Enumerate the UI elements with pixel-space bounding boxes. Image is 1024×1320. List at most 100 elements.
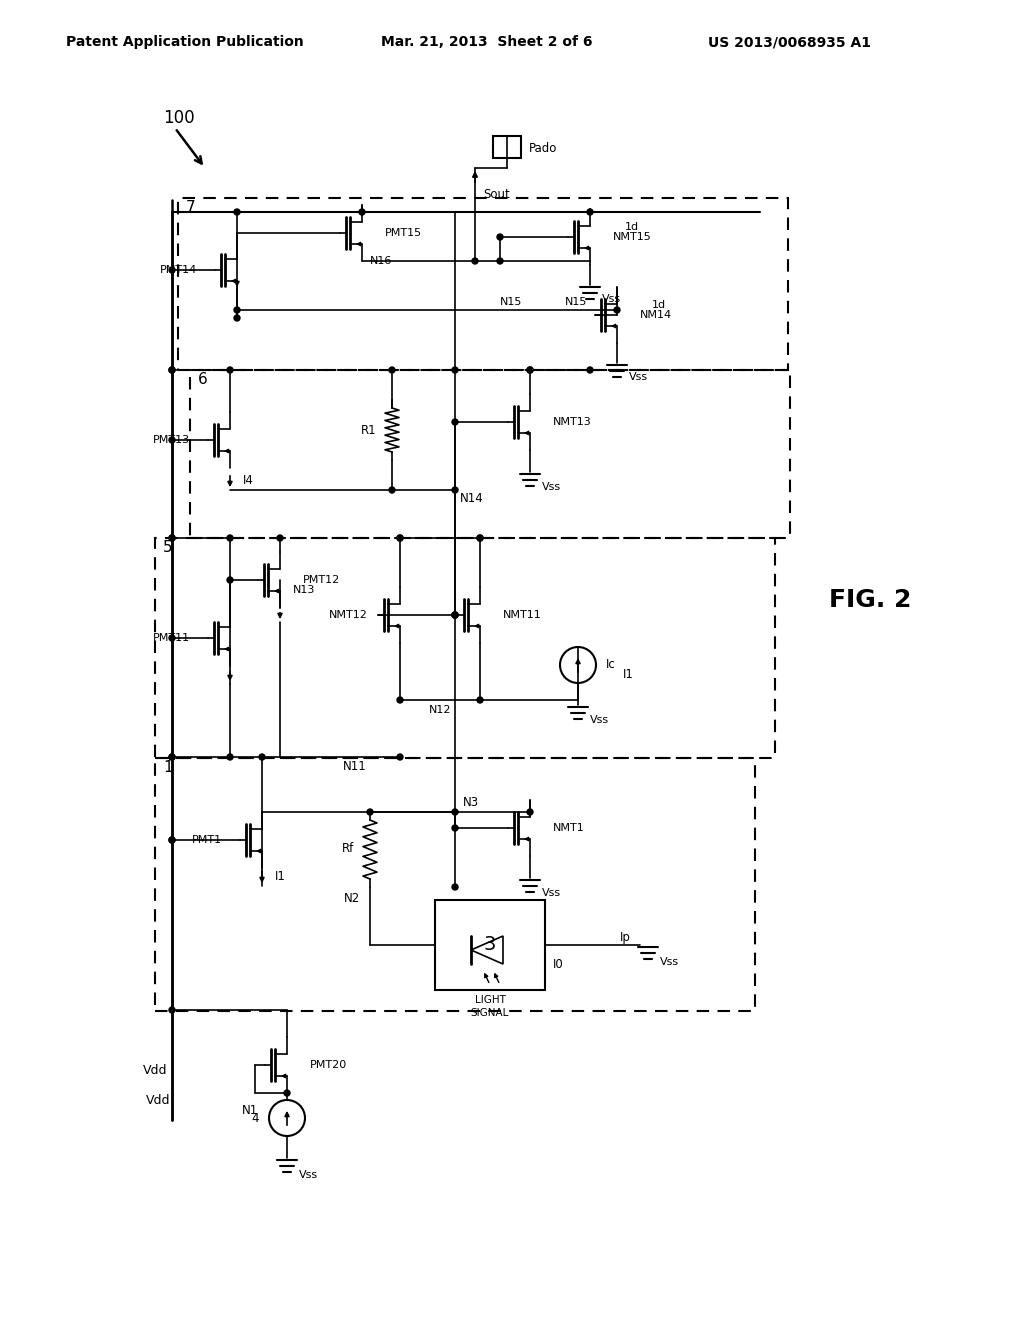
Text: R1: R1 [360,424,376,437]
Text: I1: I1 [275,870,286,883]
Text: PMT15: PMT15 [385,228,422,238]
Text: N16: N16 [370,256,392,267]
Text: 6: 6 [198,372,208,388]
Text: Vss: Vss [299,1170,318,1180]
Text: I0: I0 [553,958,564,972]
Circle shape [397,535,403,541]
Text: 1: 1 [163,760,173,776]
Text: Vss: Vss [660,957,679,968]
Text: 100: 100 [163,110,195,127]
Text: NMT11: NMT11 [503,610,542,620]
Circle shape [169,535,175,541]
Text: I1: I1 [623,668,634,681]
Circle shape [234,308,240,313]
Circle shape [169,1007,175,1012]
Text: 4: 4 [252,1111,259,1125]
Circle shape [452,612,458,618]
Circle shape [497,257,503,264]
Circle shape [397,535,403,541]
Circle shape [497,234,503,240]
Text: N1: N1 [242,1104,258,1117]
Circle shape [587,367,593,374]
Circle shape [227,577,233,583]
Circle shape [614,308,620,313]
Bar [155,539,775,758]
Text: N2: N2 [344,892,360,906]
Circle shape [477,697,483,704]
Circle shape [367,809,373,814]
Text: Vss: Vss [542,888,561,898]
Circle shape [227,367,233,374]
Text: Vss: Vss [590,715,609,725]
Text: 1d: 1d [625,222,639,232]
Circle shape [527,367,534,374]
Text: NMT1: NMT1 [553,822,585,833]
Circle shape [477,535,483,541]
Circle shape [169,837,175,843]
Text: Sout: Sout [483,189,510,202]
Text: NM14: NM14 [640,310,672,319]
Text: N3: N3 [463,796,479,808]
Text: PMT12: PMT12 [303,576,340,585]
Bar [155,758,755,1011]
Text: Patent Application Publication: Patent Application Publication [67,36,304,49]
Text: Vss: Vss [602,294,622,304]
Circle shape [452,418,458,425]
Circle shape [234,209,240,215]
Circle shape [259,754,265,760]
Bar [493,136,521,158]
Text: N11: N11 [343,760,367,774]
Circle shape [452,884,458,890]
Circle shape [587,209,593,215]
Text: Vdd: Vdd [142,1064,167,1077]
Circle shape [452,809,458,814]
Text: I4: I4 [243,474,254,487]
Text: Rf: Rf [342,842,354,855]
Circle shape [452,612,458,618]
Circle shape [169,754,175,760]
Circle shape [397,697,403,704]
Circle shape [452,487,458,492]
Text: N15: N15 [500,297,522,308]
Circle shape [452,367,458,374]
Text: 1d: 1d [652,300,667,310]
Text: US 2013/0068935 A1: US 2013/0068935 A1 [709,36,871,49]
Circle shape [389,367,395,374]
Circle shape [234,315,240,321]
Text: Pado: Pado [529,141,557,154]
Circle shape [359,209,365,215]
Circle shape [169,437,175,444]
Circle shape [389,487,395,492]
Text: PMT11: PMT11 [153,634,190,643]
Circle shape [169,367,175,374]
Text: NMT15: NMT15 [613,232,651,242]
Circle shape [278,535,283,541]
Circle shape [169,837,175,843]
Text: Mar. 21, 2013  Sheet 2 of 6: Mar. 21, 2013 Sheet 2 of 6 [381,36,593,49]
Text: Vss: Vss [629,372,648,381]
Text: PMT13: PMT13 [153,436,190,445]
Circle shape [284,1090,290,1096]
Text: LIGHT: LIGHT [474,995,506,1005]
Text: FIG. 2: FIG. 2 [828,587,911,612]
Circle shape [397,754,403,760]
Circle shape [169,535,175,541]
Circle shape [169,754,175,760]
Text: PMT14: PMT14 [160,265,197,275]
Text: N13: N13 [293,585,315,595]
Text: N14: N14 [460,491,483,504]
Text: N12: N12 [429,705,452,715]
Text: NMT13: NMT13 [553,417,592,426]
Bar [190,370,790,539]
Circle shape [452,825,458,832]
Text: Vdd: Vdd [145,1093,170,1106]
Text: NMT12: NMT12 [329,610,368,620]
Bar [178,198,788,370]
Circle shape [169,267,175,273]
Circle shape [527,367,534,374]
Text: 5: 5 [163,540,173,556]
Circle shape [527,809,534,814]
Circle shape [227,535,233,541]
Circle shape [452,612,458,618]
Text: Ic: Ic [606,659,615,672]
